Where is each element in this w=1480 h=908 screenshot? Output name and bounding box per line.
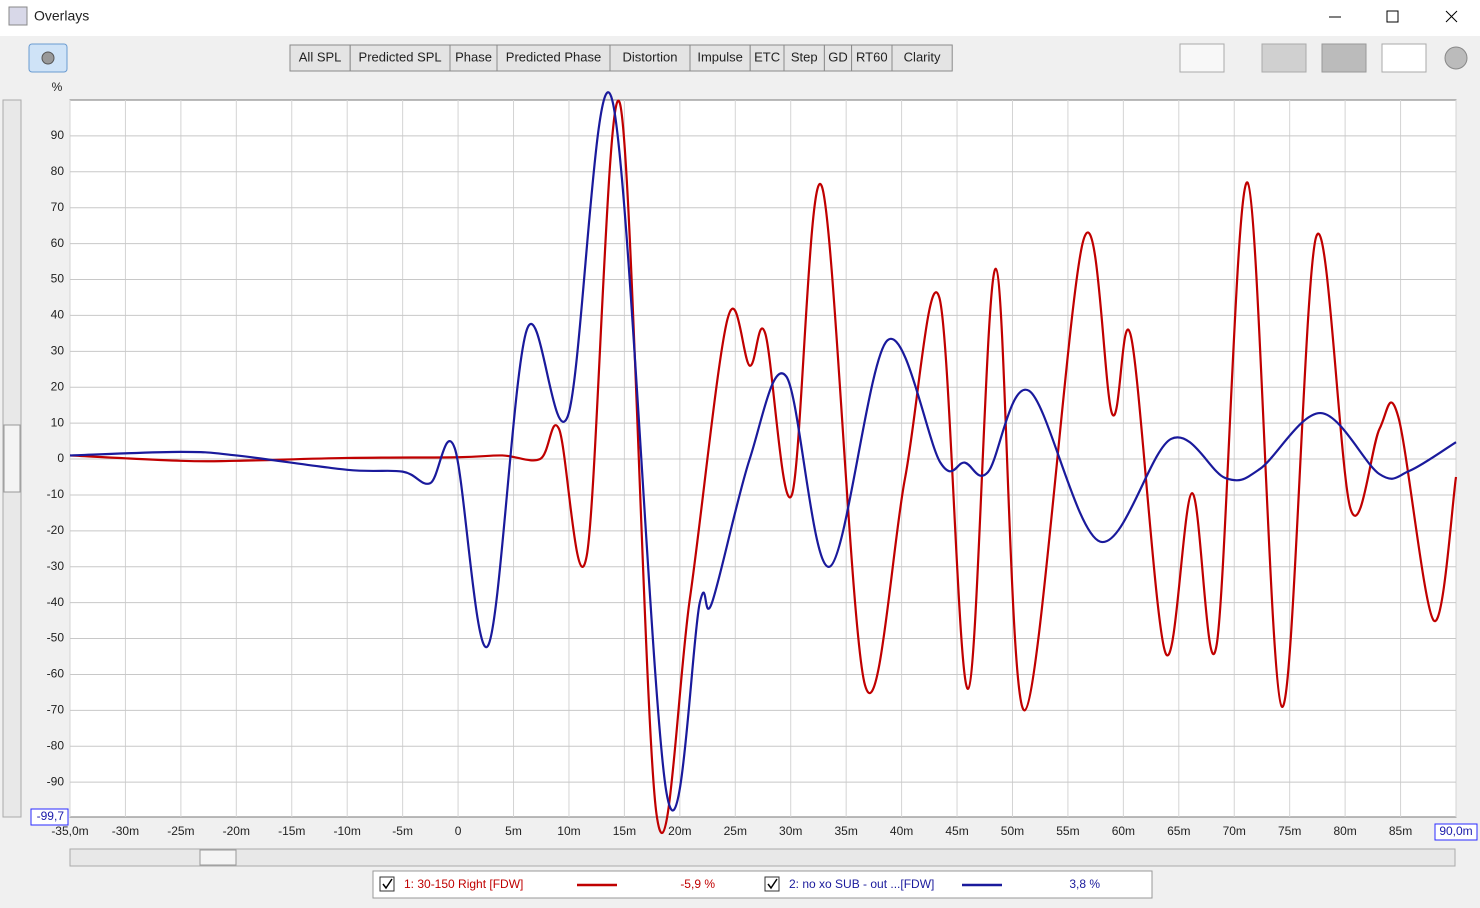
tab[interactable] xyxy=(749,44,785,72)
x-tick-label: 20m xyxy=(668,824,691,838)
x-tick-label: 30m xyxy=(779,824,802,838)
h-scroll-thumb[interactable] xyxy=(199,849,237,866)
tab-label: Predicted Phase xyxy=(506,49,601,64)
x-tick-label: 25m xyxy=(724,824,747,838)
tab[interactable] xyxy=(496,44,611,72)
y-tick-label: -10 xyxy=(47,487,65,501)
tab-label: Clarity xyxy=(904,49,941,64)
x-tick-label: 0 xyxy=(455,824,462,838)
tab-label: Distortion xyxy=(623,49,678,64)
x-tick-label: 50m xyxy=(1001,824,1024,838)
x-tick-label: -5m xyxy=(392,824,413,838)
y-tick-label: 90 xyxy=(51,128,65,142)
x-tick-label: 5m xyxy=(505,824,522,838)
check-mark xyxy=(767,878,778,890)
legend-toggle[interactable] xyxy=(1179,43,1225,73)
y-tick-label: 50 xyxy=(51,272,65,286)
x-tick-label: 90,0m xyxy=(1439,824,1472,838)
y-tick-label: -40 xyxy=(47,595,65,609)
tab[interactable] xyxy=(783,44,825,72)
h-scrollbar[interactable] xyxy=(69,848,1456,867)
grid xyxy=(69,100,1457,817)
tab[interactable] xyxy=(609,44,691,72)
x-tick-label: 75m xyxy=(1278,824,1301,838)
tab-label: Phase xyxy=(455,49,492,64)
settings[interactable] xyxy=(1444,46,1468,70)
x-tick-label: 70m xyxy=(1223,824,1246,838)
x-tick-label: 65m xyxy=(1167,824,1190,838)
controls-toggle[interactable] xyxy=(1261,43,1307,73)
x-tick-label: 80m xyxy=(1333,824,1356,838)
y-tick-label: -60 xyxy=(47,667,65,681)
camera-icon xyxy=(41,51,55,65)
y-tick-label: -50 xyxy=(47,631,65,645)
y-tick-label: -20 xyxy=(47,523,65,537)
y-tick-label: 70 xyxy=(51,200,65,214)
y-tick-label: 10 xyxy=(51,415,65,429)
y-tick-label: -90 xyxy=(47,774,65,788)
x-limit-box[interactable] xyxy=(1434,823,1478,841)
x-tick-label: -30m xyxy=(112,824,139,838)
y-limit-box[interactable] xyxy=(30,808,69,826)
tab-label: All SPL xyxy=(299,49,342,64)
app-icon xyxy=(8,6,28,26)
series-line xyxy=(69,99,1458,835)
y-tick-label: 60 xyxy=(51,236,65,250)
tab-label: Step xyxy=(791,49,818,64)
tab-label: Impulse xyxy=(697,49,743,64)
x-tick-label: -15m xyxy=(278,824,305,838)
x-tick-label: -25m xyxy=(167,824,194,838)
x-tick-label: -10m xyxy=(334,824,361,838)
y-tick-label: -80 xyxy=(47,738,65,752)
x-tick-label: 60m xyxy=(1112,824,1135,838)
zoom-fit[interactable] xyxy=(1381,43,1427,73)
y-tick-label: 30 xyxy=(51,343,65,357)
x-tick-label: 40m xyxy=(890,824,913,838)
series-line xyxy=(69,91,1457,812)
legend-name: 1: 30-150 Right [FDW] xyxy=(404,877,523,891)
x-tick-label: 85m xyxy=(1389,824,1412,838)
legend-readout: -5,9 % xyxy=(680,877,715,891)
tab-label: Predicted SPL xyxy=(359,49,442,64)
tab[interactable] xyxy=(823,44,853,72)
x-tick-label: 55m xyxy=(1056,824,1079,838)
v-scroll-thumb[interactable] xyxy=(3,424,21,493)
check-mark xyxy=(382,878,393,890)
tab-label: ETC xyxy=(754,49,780,64)
y-tick-label: -99,7 xyxy=(37,809,65,823)
close[interactable] xyxy=(1445,10,1458,23)
split-toggle[interactable] xyxy=(1321,43,1367,73)
tab[interactable] xyxy=(891,44,953,72)
legend-readout: 3,8 % xyxy=(1069,877,1100,891)
x-tick-label: -35,0m xyxy=(51,824,88,838)
tab[interactable] xyxy=(349,44,451,72)
curves xyxy=(69,91,1458,835)
x-tick-label: 35m xyxy=(834,824,857,838)
legend-items: 1: 30-150 Right [FDW] -5,9 % 2: no xo SUB … xyxy=(379,876,1100,892)
y-tick-label: -70 xyxy=(47,703,65,717)
ticks: -35,0m -30m -25m -20m -15m -10m -5m 0 5m 10m 15m 20… xyxy=(30,128,1478,841)
tab[interactable] xyxy=(851,44,893,72)
y-tick-label: 40 xyxy=(51,308,65,322)
x-tick-label: 10m xyxy=(557,824,580,838)
x-tick-label: -20m xyxy=(223,824,250,838)
legend-name: 2: no xo SUB - out ...[FDW] xyxy=(789,877,934,891)
tab-bar: All SPL Predicted SPL Phase Predicted Phase… xyxy=(289,44,953,72)
y-tick-label: -30 xyxy=(47,559,65,573)
tab-label: GD xyxy=(828,49,848,64)
legend xyxy=(372,870,1153,899)
y-tick-label: 80 xyxy=(51,164,65,178)
y-tick-label: 0 xyxy=(57,451,64,465)
tab[interactable] xyxy=(289,44,351,72)
title-bar xyxy=(0,0,1480,36)
x-tick-label: 45m xyxy=(945,824,968,838)
y-unit: % xyxy=(52,80,63,94)
y-tick-label: 20 xyxy=(51,379,65,393)
maximize[interactable] xyxy=(1386,10,1399,23)
x-tick-label: 15m xyxy=(613,824,636,838)
tab-label: RT60 xyxy=(856,49,888,64)
window-title: Overlays xyxy=(34,8,89,24)
tab[interactable] xyxy=(449,44,498,72)
